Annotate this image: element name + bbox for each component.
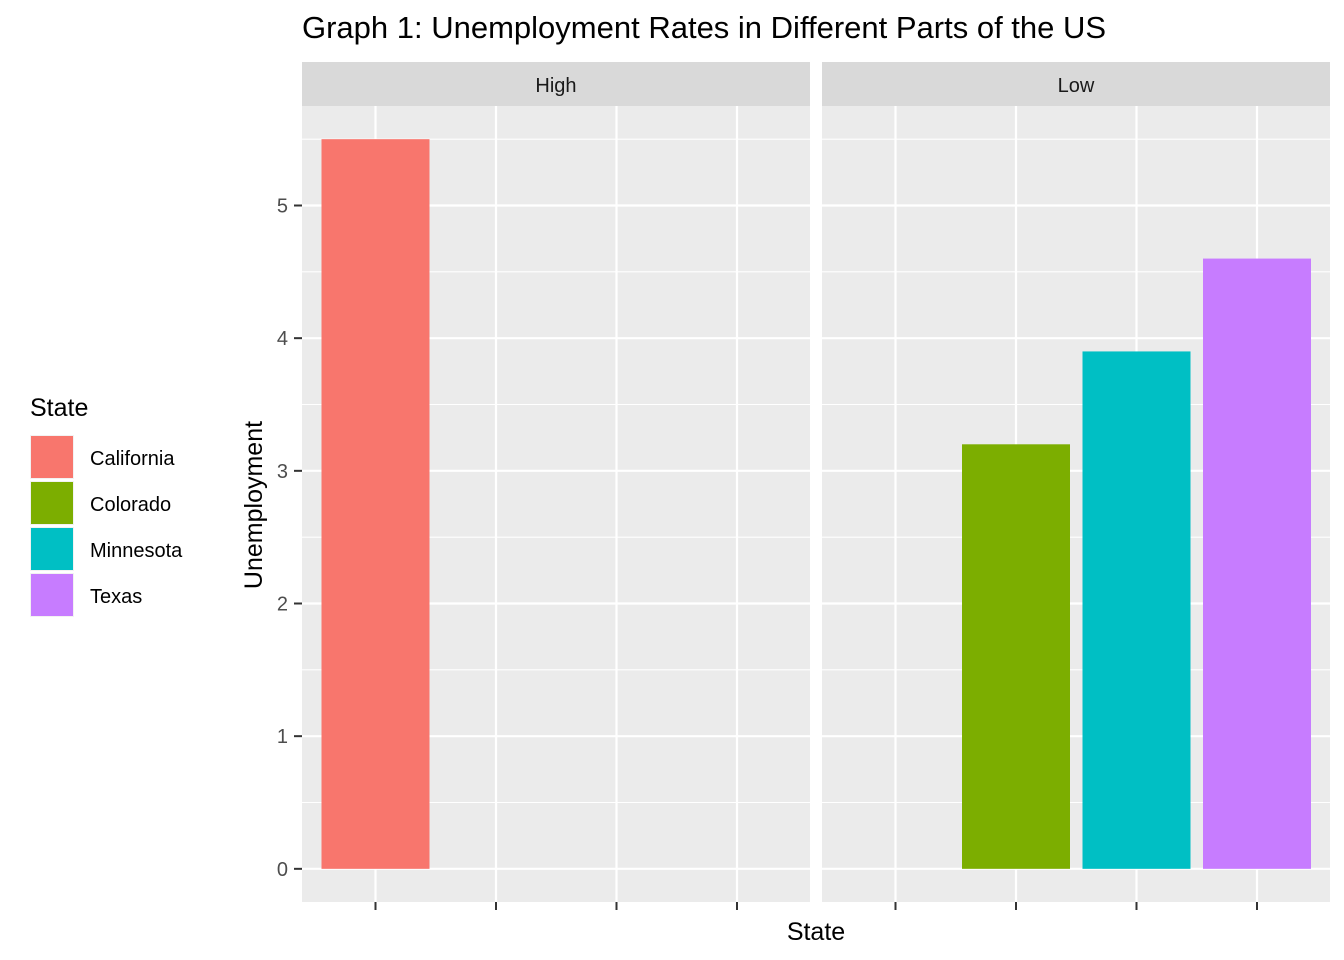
y-tick-label: 1 bbox=[277, 726, 288, 748]
legend-label-colorado: Colorado bbox=[90, 494, 171, 516]
legend-label-texas: Texas bbox=[90, 586, 142, 608]
legend-swatch-texas bbox=[31, 574, 73, 616]
y-axis: 0 1 2 3 4 5 bbox=[277, 196, 302, 881]
legend-title: State bbox=[30, 394, 88, 422]
facet-panel-high: High bbox=[302, 62, 810, 910]
facet-panel-low: Low bbox=[822, 62, 1330, 910]
facet-strip-label: Low bbox=[1058, 75, 1095, 97]
legend-swatch-minnesota bbox=[31, 528, 73, 570]
y-tick-label: 0 bbox=[277, 859, 288, 881]
bar-minnesota bbox=[1082, 351, 1191, 869]
legend-swatch-colorado bbox=[31, 482, 73, 524]
y-tick-label: 4 bbox=[277, 328, 288, 350]
bar-california bbox=[321, 139, 430, 869]
y-tick-label: 3 bbox=[277, 461, 288, 483]
y-axis-title: Unemployment bbox=[240, 421, 268, 589]
legend-swatch-california bbox=[31, 436, 73, 478]
legend: State California Colorado Minnesota Texas bbox=[30, 394, 183, 617]
bar-texas bbox=[1203, 258, 1311, 869]
facet-panels: High Low bbox=[302, 62, 1330, 910]
legend-label-california: California bbox=[90, 448, 175, 470]
chart-title: Graph 1: Unemployment Rates in Different… bbox=[302, 10, 1106, 45]
bar-colorado bbox=[962, 444, 1070, 869]
y-tick-label: 5 bbox=[277, 196, 288, 218]
x-axis-title: State bbox=[787, 918, 845, 946]
legend-items: California Colorado Minnesota Texas bbox=[30, 435, 183, 617]
facet-strip-label: High bbox=[535, 75, 576, 97]
legend-label-minnesota: Minnesota bbox=[90, 540, 183, 562]
facet-strip bbox=[822, 62, 1330, 106]
facet-strip bbox=[302, 62, 810, 106]
y-tick-label: 2 bbox=[277, 594, 288, 616]
